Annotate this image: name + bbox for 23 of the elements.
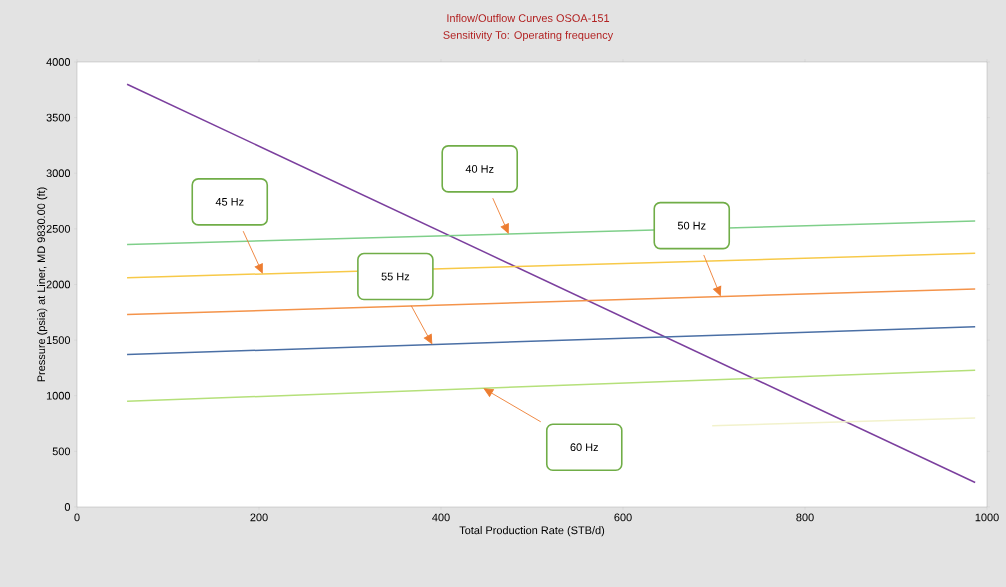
- y-tick-label: 0: [64, 503, 71, 511]
- chart-title: Inflow/Outflow Curves OSOA-151: [447, 13, 610, 23]
- x-tick-label: 0: [74, 513, 80, 522]
- y-tick-label: 3000: [46, 169, 71, 178]
- annotation: 40 Hz: [465, 165, 494, 173]
- chart-subtitle: Sensitivity To: Operating frequency: [443, 30, 614, 42]
- x-tick-label: 600: [614, 513, 632, 522]
- y-tick-label: 1000: [46, 391, 71, 400]
- x-tick-label: 200: [250, 513, 268, 522]
- y-tick-label: 2000: [46, 280, 71, 289]
- y-tick-label: 2500: [46, 224, 71, 233]
- y-tick-label: 1500: [46, 336, 71, 344]
- x-tick-label: 1000: [975, 513, 999, 522]
- annotation: 60 Hz: [570, 443, 599, 452]
- annotation: 50 Hz: [677, 221, 706, 230]
- y-tick-label: 500: [52, 447, 71, 456]
- y-tick-label: 4000: [46, 58, 71, 66]
- x-axis-title: Total Production Rate (STB/d): [459, 526, 605, 537]
- x-tick-label: 800: [796, 513, 814, 522]
- y-tick-label: 3500: [46, 113, 71, 122]
- annotation: 55 Hz: [381, 272, 410, 281]
- x-tick-label: 400: [432, 513, 450, 522]
- annotation: 45 Hz: [215, 198, 244, 206]
